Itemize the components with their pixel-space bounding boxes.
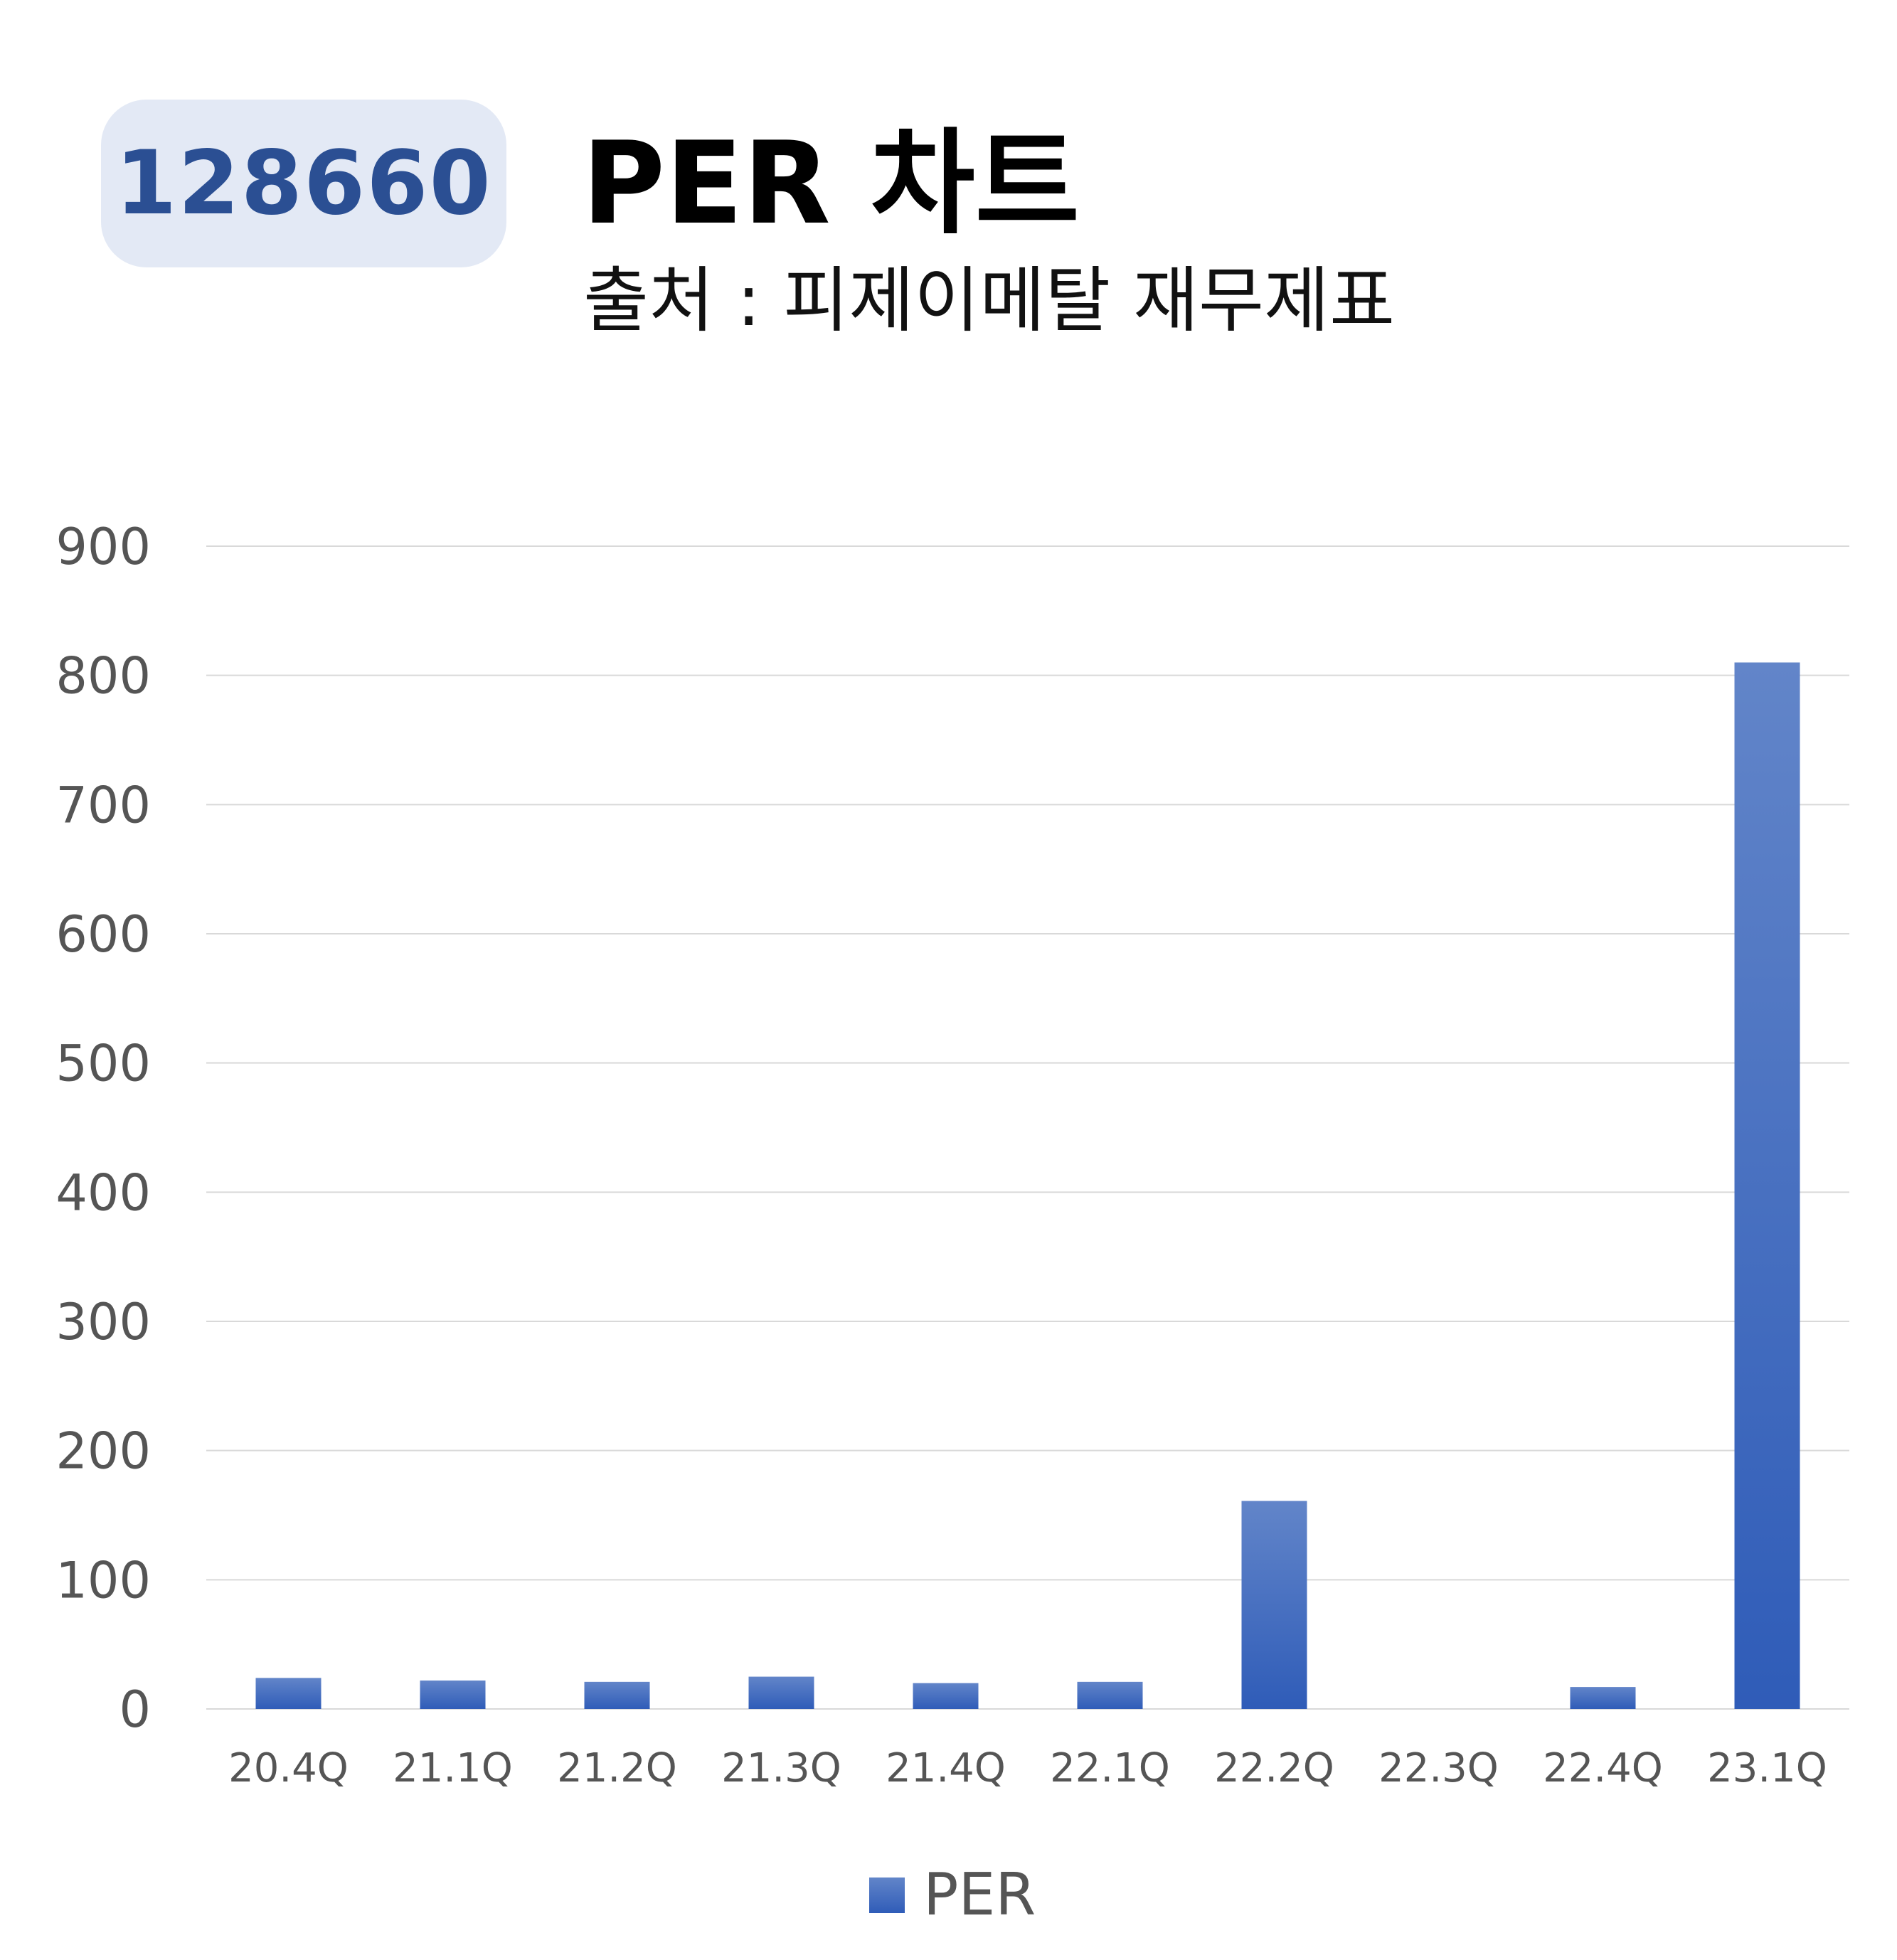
x-tick-label: 21.4Q xyxy=(886,1745,1006,1791)
y-axis-ticks: 0 100 200 300 400 500 600 700 800 900 xyxy=(55,518,151,1739)
bar xyxy=(584,1681,650,1709)
bar xyxy=(1077,1681,1143,1709)
chart-source: 출처 : 피제이메탈 재무제표 xyxy=(583,259,1396,342)
x-tick-label: 21.2Q xyxy=(557,1745,677,1791)
bar xyxy=(420,1681,486,1709)
bar xyxy=(1241,1501,1307,1709)
x-tick-label: 20.4Q xyxy=(228,1745,349,1791)
y-tick-label: 500 xyxy=(55,1035,151,1093)
y-tick-label: 900 xyxy=(55,518,151,576)
x-tick-label: 22.4Q xyxy=(1543,1745,1663,1791)
bar xyxy=(1570,1687,1636,1709)
y-tick-label: 300 xyxy=(55,1293,151,1351)
stock-code-badge: 128660 xyxy=(101,100,506,267)
bar xyxy=(748,1676,814,1709)
bar xyxy=(255,1678,322,1709)
y-tick-label: 0 xyxy=(119,1681,151,1739)
x-tick-label: 22.1Q xyxy=(1050,1745,1170,1791)
x-axis-ticks: 20.4Q 21.1Q 21.2Q 21.3Q 21.4Q 22.1Q 22.2Q 22.3Q… xyxy=(228,1745,1827,1791)
legend-label: PER xyxy=(923,1861,1036,1929)
grid-lines xyxy=(206,545,1849,1710)
stock-code: 128660 xyxy=(115,132,492,235)
x-tick-label: 23.1Q xyxy=(1707,1745,1827,1791)
bar xyxy=(1734,662,1800,1709)
y-tick-label: 700 xyxy=(55,776,151,834)
bar xyxy=(913,1683,979,1709)
y-tick-label: 100 xyxy=(55,1551,151,1609)
chart-title: PER 차트 xyxy=(582,117,1080,250)
y-tick-label: 600 xyxy=(55,905,151,964)
x-tick-label: 21.1Q xyxy=(393,1745,513,1791)
legend-swatch xyxy=(869,1878,905,1913)
y-tick-label: 200 xyxy=(55,1422,151,1481)
legend: PER xyxy=(869,1861,1036,1929)
y-tick-label: 400 xyxy=(55,1163,151,1222)
y-tick-label: 800 xyxy=(55,647,151,705)
x-tick-label: 21.3Q xyxy=(721,1745,841,1791)
x-tick-label: 22.3Q xyxy=(1378,1745,1499,1791)
bars xyxy=(255,662,1800,1709)
x-tick-label: 22.2Q xyxy=(1214,1745,1334,1791)
